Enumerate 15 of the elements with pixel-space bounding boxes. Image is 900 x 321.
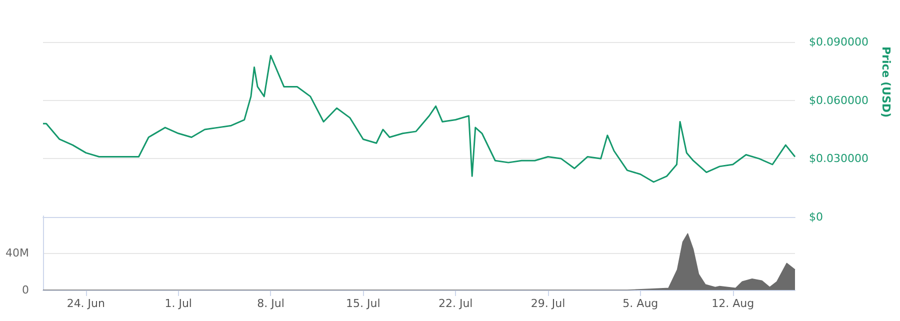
x-tick-label: 29. Jul xyxy=(530,297,566,310)
y-tick-label: $0.090000 xyxy=(809,36,868,48)
x-tick-label: 24. Jun xyxy=(66,297,106,310)
y-axis-title: Price (USD) xyxy=(880,46,892,118)
x-tick-label: 8. Jul xyxy=(257,297,284,310)
y-tick-label: $0 xyxy=(809,210,823,224)
y-tick-label: $0.030000 xyxy=(809,152,868,166)
y-tick-label: $0.060000 xyxy=(809,94,868,107)
x-tick-label: 22. Jul xyxy=(438,297,473,310)
x-tick-label: 15. Jul xyxy=(346,297,380,310)
y-tick-label: 40M xyxy=(6,246,29,260)
x-tick-label: 5. Aug xyxy=(622,297,658,310)
x-tick-label: 1. Jul xyxy=(164,297,192,310)
y-tick-label: 0 xyxy=(22,284,29,296)
x-tick-label: 12. Aug xyxy=(712,297,754,310)
